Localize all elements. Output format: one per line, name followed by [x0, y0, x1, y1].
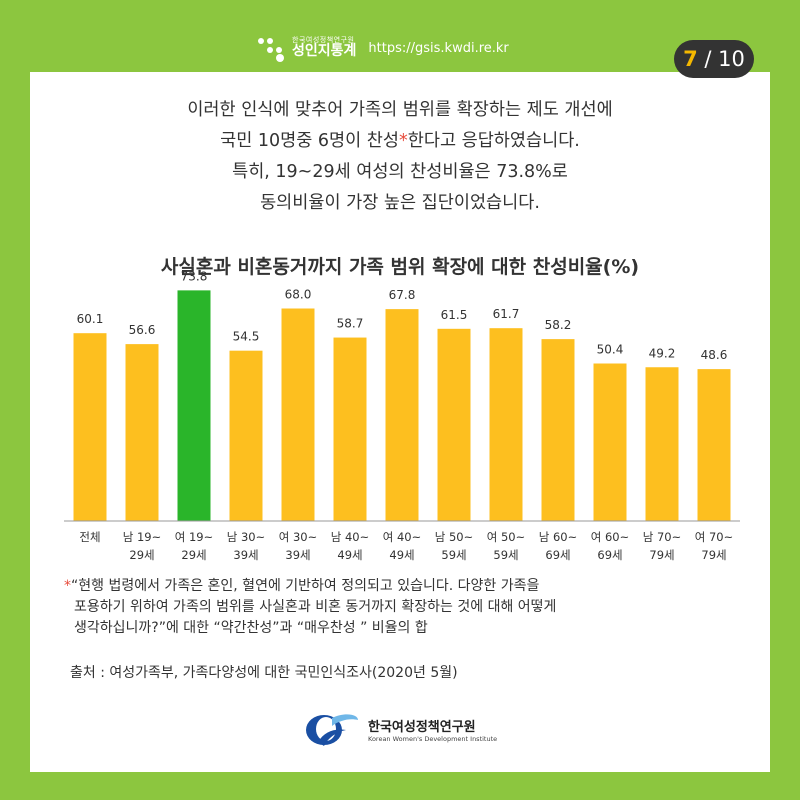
intro-text: 이러한 인식에 맞추어 가족의 범위를 확장하는 제도 개선에 국민 10명중 …: [80, 95, 720, 219]
site-url-link[interactable]: https://gsis.kwdi.re.kr: [368, 40, 509, 56]
tick-label-1-0: 남 19~: [123, 530, 162, 544]
bar-9: [541, 339, 575, 521]
tick-label-5-0: 남 40~: [331, 530, 370, 544]
bar-6: [385, 309, 419, 521]
data-label-4: 68.0: [285, 288, 312, 302]
intro-line-3: 특히, 19~29세 여성의 찬성비율은 73.8%로: [232, 162, 568, 182]
bar-12: [697, 369, 731, 521]
footnote-line-1: *“현행 법령에서 가족은 혼인, 혈연에 기반하여 정의되고 있습니다. 다양…: [64, 576, 764, 597]
kwdi-emblem-icon: [306, 714, 358, 746]
brand-title: 성인지통계: [292, 43, 357, 60]
intro-line-2-pre: 국민 10명중 6명이 찬성: [220, 131, 399, 151]
data-label-3: 54.5: [233, 330, 260, 344]
tick-label-1-1: 29세: [129, 548, 154, 562]
tick-label-11-1: 79세: [649, 548, 674, 562]
bar-8: [489, 328, 523, 521]
bar-3: [229, 350, 263, 521]
intro-line-2-post: 한다고 응답하였습니다.: [407, 131, 580, 151]
bar-2: [177, 290, 211, 521]
tick-label-2-0: 여 19~: [175, 530, 214, 544]
tick-label-7-1: 59세: [441, 548, 466, 562]
tick-label-12-1: 79세: [701, 548, 726, 562]
data-label-0: 60.1: [77, 312, 104, 326]
tick-label-8-1: 59세: [493, 548, 518, 562]
org-name-korean: 한국여성정책연구원: [368, 719, 476, 735]
tick-label-3-0: 남 30~: [227, 530, 266, 544]
footnote-line-2: 포용하기 위하여 가족의 범위를 사실혼과 비혼 동거까지 확장하는 것에 대해…: [74, 599, 557, 615]
bar-10: [593, 363, 627, 521]
tick-label-2-1: 29세: [181, 548, 206, 562]
intro-line-2: 국민 10명중 6명이 찬성*한다고 응답하였습니다.: [80, 126, 720, 157]
page-indicator: 7 / 10: [674, 40, 754, 78]
bar-1: [125, 344, 159, 521]
footnote-line-3: 생각하십니까?”에 대한 “약간찬성”과 “매우찬성 ” 비율의 합: [74, 620, 428, 636]
current-page: 7: [683, 47, 698, 71]
tick-label-12-0: 여 70~: [695, 530, 734, 544]
data-label-8: 61.7: [493, 307, 520, 321]
tick-label-4-1: 39세: [285, 548, 310, 562]
gsis-logo-icon: [258, 36, 286, 62]
tick-label-4-0: 여 30~: [279, 530, 318, 544]
tick-label-8-0: 여 50~: [487, 530, 526, 544]
data-label-9: 58.2: [545, 318, 572, 332]
tick-label-10-0: 여 60~: [591, 530, 630, 544]
bar-11: [645, 367, 679, 521]
tick-label-7-0: 남 50~: [435, 530, 474, 544]
tick-label-0-0: 전체: [79, 530, 100, 544]
page-separator: /: [704, 47, 712, 71]
tick-label-9-1: 69세: [545, 548, 570, 562]
tick-label-10-1: 69세: [597, 548, 622, 562]
org-name-english: Korean Women's Development Institute: [368, 734, 498, 743]
tick-label-6-1: 49세: [389, 548, 414, 562]
data-label-11: 49.2: [649, 346, 676, 360]
intro-line-1: 이러한 인식에 맞추어 가족의 범위를 확장하는 제도 개선에: [187, 100, 613, 120]
tick-label-3-1: 39세: [233, 548, 258, 562]
tick-label-6-0: 여 40~: [383, 530, 422, 544]
kwdi-logo: 한국여성정책연구원 Korean Women's Development Ins…: [302, 710, 497, 748]
source-note: 출처 : 여성가족부, 가족다양성에 대한 국민인식조사(2020년 5월): [70, 665, 458, 681]
data-label-12: 48.6: [701, 348, 728, 362]
footnote: *“현행 법령에서 가족은 혼인, 혈연에 기반하여 정의되고 있습니다. 다양…: [64, 576, 764, 639]
tick-label-11-0: 남 70~: [643, 530, 682, 544]
total-pages: 10: [718, 47, 745, 71]
data-label-10: 50.4: [597, 343, 624, 357]
data-label-6: 67.8: [389, 288, 416, 302]
tick-label-9-0: 남 60~: [539, 530, 578, 544]
footnote-text-1: “현행 법령에서 가족은 혼인, 혈연에 기반하여 정의되고 있습니다. 다양한…: [71, 578, 540, 594]
intro-line-4: 동의비율이 가장 높은 집단이었습니다.: [260, 193, 540, 213]
header-tab: [230, 22, 570, 76]
data-label-2: 73.8: [181, 269, 208, 283]
data-label-1: 56.6: [129, 323, 156, 337]
brand: 한국여성정책연구원 성인지통계: [292, 35, 357, 60]
bar-5: [333, 337, 367, 521]
tick-label-5-1: 49세: [337, 548, 362, 562]
site-header: 한국여성정책연구원 성인지통계 https://gsis.kwdi.re.kr: [258, 28, 509, 68]
chart-title: 사실혼과 비혼동거까지 가족 범위 확장에 대한 찬성비율(%): [160, 256, 640, 278]
data-label-7: 61.5: [441, 308, 468, 322]
footnote-marker: *: [399, 131, 408, 151]
brand-subtitle: 한국여성정책연구원: [292, 35, 355, 44]
bar-0: [73, 333, 107, 521]
bar-7: [437, 328, 471, 521]
data-label-5: 58.7: [337, 317, 364, 331]
footnote-star: *: [64, 578, 71, 594]
bar-4: [281, 308, 315, 521]
